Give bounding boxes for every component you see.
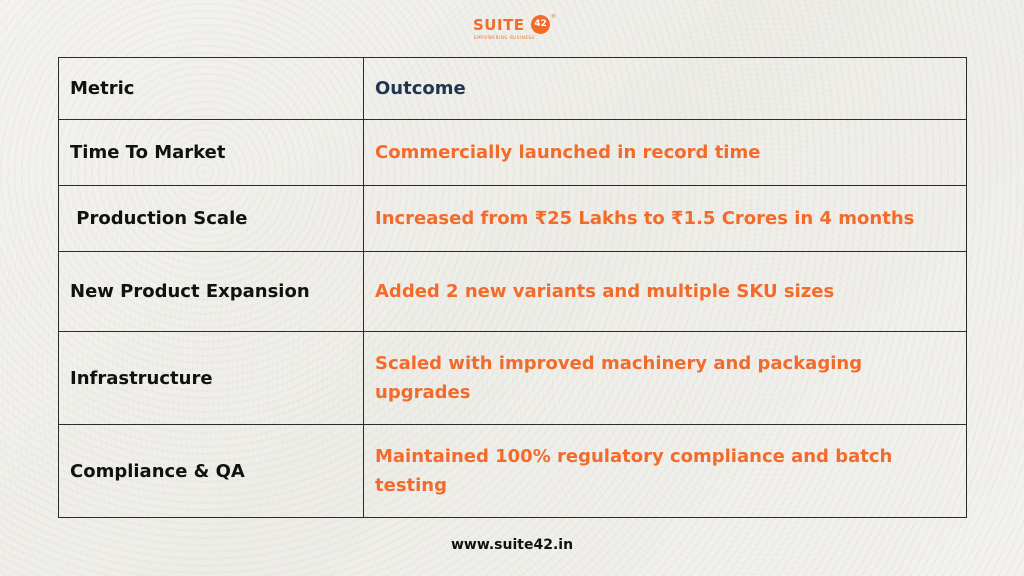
table-row: New Product Expansion Added 2 new varian… [58,251,967,332]
table-row: Infrastructure Scaled with improved mach… [58,331,967,425]
brand-logo: SUITE 42 ® EMPOWERING BUSINESS [473,14,563,42]
logo-wordmark: SUITE [473,16,525,34]
header-outcome: Outcome [363,57,967,120]
row-metric: Compliance & QA [58,424,364,518]
row-outcome: Added 2 new variants and multiple SKU si… [363,251,967,332]
row-metric: Time To Market [58,119,364,186]
row-metric: Production Scale [58,185,364,252]
header-metric: Metric [58,57,364,120]
table-row: Compliance & QA Maintained 100% regulato… [58,424,967,518]
logo-registered-mark: ® [551,14,556,20]
table-header-row: Metric Outcome [58,57,967,120]
row-metric: Infrastructure [58,331,364,425]
row-outcome: Scaled with improved machinery and packa… [363,331,967,425]
logo-badge: 42 [531,15,550,34]
outcomes-table: Metric Outcome Time To Market Commercial… [58,57,967,518]
row-outcome: Maintained 100% regulatory compliance an… [363,424,967,518]
row-metric: New Product Expansion [58,251,364,332]
logo-tagline: EMPOWERING BUSINESS [474,35,535,40]
row-outcome: Commercially launched in record time [363,119,967,186]
website-link[interactable]: www.suite42.in [450,537,574,553]
table-row: Production Scale Increased from ₹25 Lakh… [58,185,967,252]
row-outcome: Increased from ₹25 Lakhs to ₹1.5 Crores … [363,185,967,252]
table-row: Time To Market Commercially launched in … [58,119,967,186]
